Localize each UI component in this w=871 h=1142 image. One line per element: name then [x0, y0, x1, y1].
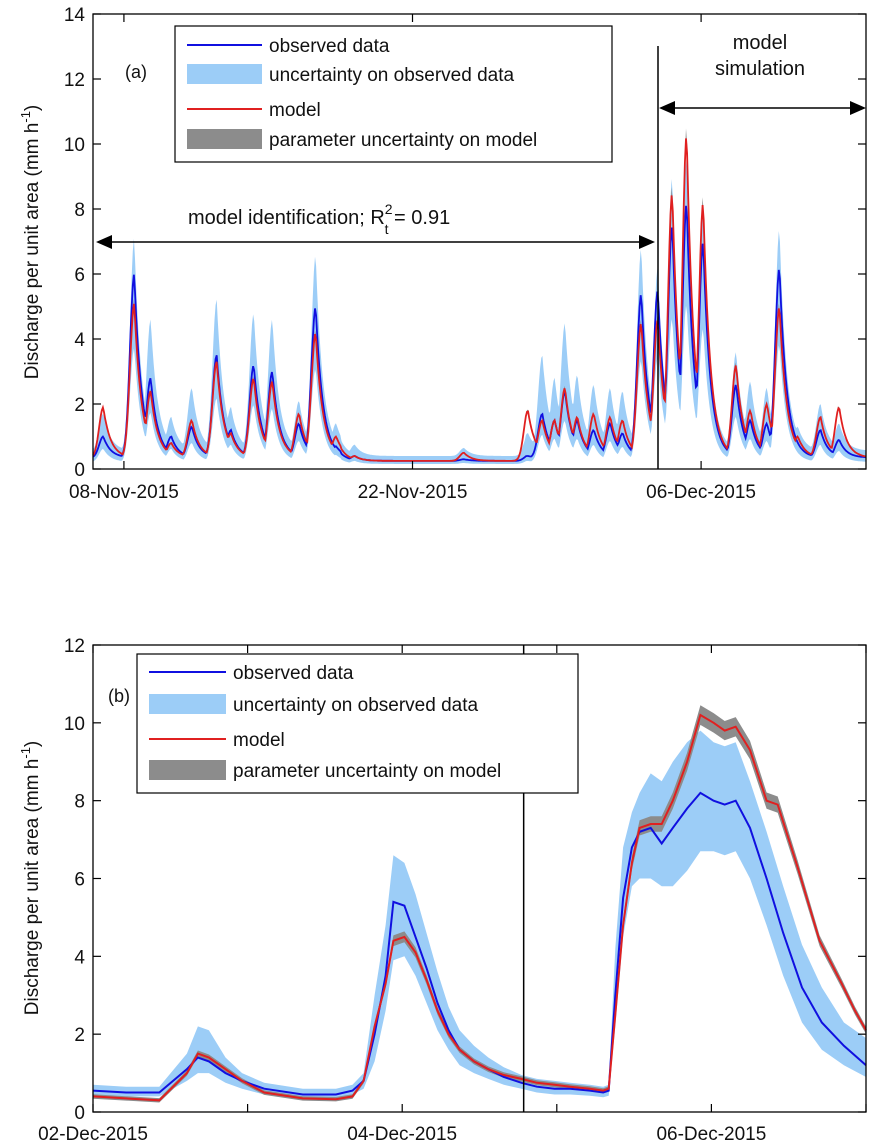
a-x-tick-label: 08-Nov-2015	[69, 482, 179, 503]
b-legend-observed-label: observed data	[233, 663, 354, 684]
a-y-axis: 0 2 4 6 8 10 12 14	[64, 5, 866, 481]
a-legend-model-label: model	[269, 100, 321, 121]
a-y-tick-label: 10	[64, 135, 85, 156]
a-y-tick-label: 0	[74, 460, 85, 481]
b-x-axis: 02-Dec-2015 04-Dec-2015 06-Dec-2015	[38, 645, 867, 1142]
b-observed-uncertainty-band	[93, 730, 866, 1099]
b-x-tick-label: 06-Dec-2015	[656, 1124, 766, 1142]
b-legend-model-label: model	[233, 730, 285, 751]
b-y-tick-label: 4	[74, 947, 85, 968]
b-observed-band-area	[93, 730, 866, 1099]
a-y-axis-label: Discharge per unit area (mm h-1)	[18, 105, 43, 380]
a-identification-arrow	[96, 235, 655, 249]
b-x-tick-label: 02-Dec-2015	[38, 1124, 148, 1142]
a-panel-label: (a)	[125, 62, 147, 82]
b-legend-obs-band-swatch	[149, 694, 226, 714]
b-y-tick-label: 2	[74, 1025, 85, 1046]
a-legend-obs-band-label: uncertainty on observed data	[269, 65, 514, 86]
a-legend-model-band-swatch	[187, 129, 262, 149]
a-plot-frame	[92, 13, 867, 470]
b-y-tick-label: 0	[74, 1103, 85, 1124]
b-model-line	[92, 713, 867, 1102]
a-simulation-arrow	[659, 101, 866, 115]
b-y-axis-label: Discharge per unit area (mm h-1)	[18, 741, 43, 1016]
b-legend: observed data uncertainty on observed da…	[136, 653, 579, 794]
a-model-line	[92, 138, 867, 462]
b-y-tick-label: 10	[64, 714, 85, 735]
a-y-tick-label: 12	[64, 70, 85, 91]
panel-b-chart: 0 2 4 6 8 10 12 02-Dec-2015 04-Dec-2015 06-Dec-2…	[18, 636, 867, 1142]
a-x-axis: 08-Nov-2015 22-Nov-2015 06-Dec-2015	[69, 14, 756, 503]
b-legend-model-band-label: parameter uncertainty on model	[233, 761, 501, 782]
a-x-tick-label: 06-Dec-2015	[646, 482, 756, 503]
a-legend-observed-label: observed data	[269, 36, 390, 57]
b-legend-obs-band-label: uncertainty on observed data	[233, 695, 478, 716]
b-observed-line	[92, 791, 867, 1096]
b-y-tick-label: 12	[64, 636, 85, 657]
b-y-axis: 0 2 4 6 8 10 12	[64, 636, 866, 1124]
b-series-lines	[92, 713, 867, 1102]
a-simulation-label-line2: simulation	[715, 58, 805, 80]
b-panel-label: (b)	[108, 686, 130, 706]
a-x-tick-label: 22-Nov-2015	[358, 482, 468, 503]
b-legend-model-band-swatch	[149, 760, 226, 780]
b-y-tick-label: 6	[74, 870, 85, 891]
a-simulation-label-line1: model	[733, 32, 787, 54]
b-model-parameter-uncertainty-band	[93, 705, 866, 1103]
a-legend-model-band-label: parameter uncertainty on model	[269, 130, 537, 151]
a-legend: observed data uncertainty on observed da…	[174, 25, 613, 163]
b-x-tick-label: 04-Dec-2015	[347, 1124, 457, 1142]
a-y-tick-label: 4	[74, 330, 85, 351]
a-y-tick-label: 14	[64, 5, 86, 26]
a-series-lines	[92, 138, 867, 462]
a-y-tick-label: 6	[74, 265, 85, 286]
a-y-tick-label: 8	[74, 200, 85, 221]
a-identification-label: model identification; R2 t = 0.91	[188, 201, 450, 237]
a-legend-obs-band-swatch	[187, 64, 262, 84]
a-y-tick-label: 2	[74, 395, 85, 416]
a-observed-line	[92, 205, 867, 462]
panel-a-chart: 0 2 4 6 8 10 12 14 08-Nov-2015 22-Nov-2015 06-Dec…	[18, 5, 867, 503]
b-y-tick-label: 8	[74, 792, 85, 813]
b-model-band-area	[93, 705, 866, 1103]
